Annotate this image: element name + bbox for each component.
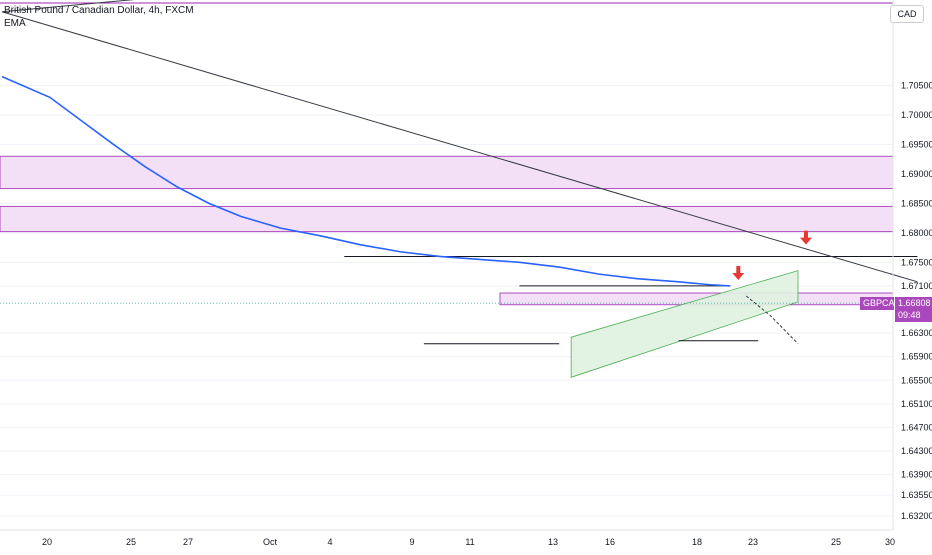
exchange: FXCM [165, 5, 194, 16]
y-tick-label: 1.64700 [901, 422, 932, 432]
x-tick-label: 20 [42, 537, 52, 547]
y-tick-label: 1.65500 [901, 375, 932, 385]
y-tick-label: 1.63550 [901, 490, 932, 500]
projection-path [745, 295, 799, 345]
y-tick-label: 1.65900 [901, 352, 932, 362]
x-tick-label: 25 [126, 537, 136, 547]
y-tick-label: 1.66300 [901, 328, 932, 338]
down-arrow-icon [799, 230, 812, 245]
x-tick-label: 4 [327, 537, 332, 547]
y-tick-label: 1.63900 [901, 470, 932, 480]
current-price-label: 1.66808 [895, 297, 932, 311]
supply-zone [0, 205, 894, 233]
y-tick-label: 1.68500 [901, 198, 932, 208]
y-tick-label: 1.70000 [901, 110, 932, 120]
y-tick-label: 1.70500 [901, 80, 932, 90]
ema-line [1, 75, 731, 287]
trend-line [1, 11, 918, 283]
y-tick-label: 1.69000 [901, 169, 932, 179]
chart-title: British Pound / Canadian Dollar, 4h, FXC… [4, 5, 194, 16]
x-tick-label: 25 [831, 537, 841, 547]
rising-channel [570, 270, 799, 378]
y-tick-label: 1.65100 [901, 399, 932, 409]
y-tick-label: 1.69500 [901, 139, 932, 149]
y-tick-label: 1.63200 [901, 511, 932, 521]
y-tick-label: 1.68000 [901, 228, 932, 238]
x-tick-label: 18 [692, 537, 702, 547]
countdown-label: 09:48 [895, 309, 932, 323]
interval: 4h [148, 5, 160, 16]
x-tick-label: 11 [465, 537, 474, 547]
down-arrow-icon [732, 266, 745, 281]
indicator-label[interactable]: EMA [4, 18, 26, 29]
currency-badge[interactable]: CAD [890, 5, 924, 23]
y-tick-label: 1.67100 [901, 281, 932, 291]
symbol-price-tag: GBPCAD [860, 297, 901, 311]
y-tick-label: 1.67500 [901, 257, 932, 267]
x-tick-label: 30 [885, 537, 895, 547]
x-tick-label: 23 [748, 537, 758, 547]
x-tick-label: 13 [548, 537, 558, 547]
symbol-name: British Pound / Canadian Dollar [4, 5, 143, 16]
y-tick-label: 1.64300 [901, 446, 932, 456]
trend-line [1, 0, 135, 13]
x-tick-label: 9 [409, 537, 414, 547]
x-tick-label: 27 [183, 537, 193, 547]
x-tick-label: 16 [605, 537, 615, 547]
supply-zone [0, 155, 894, 190]
x-tick-label: Oct [263, 537, 278, 547]
